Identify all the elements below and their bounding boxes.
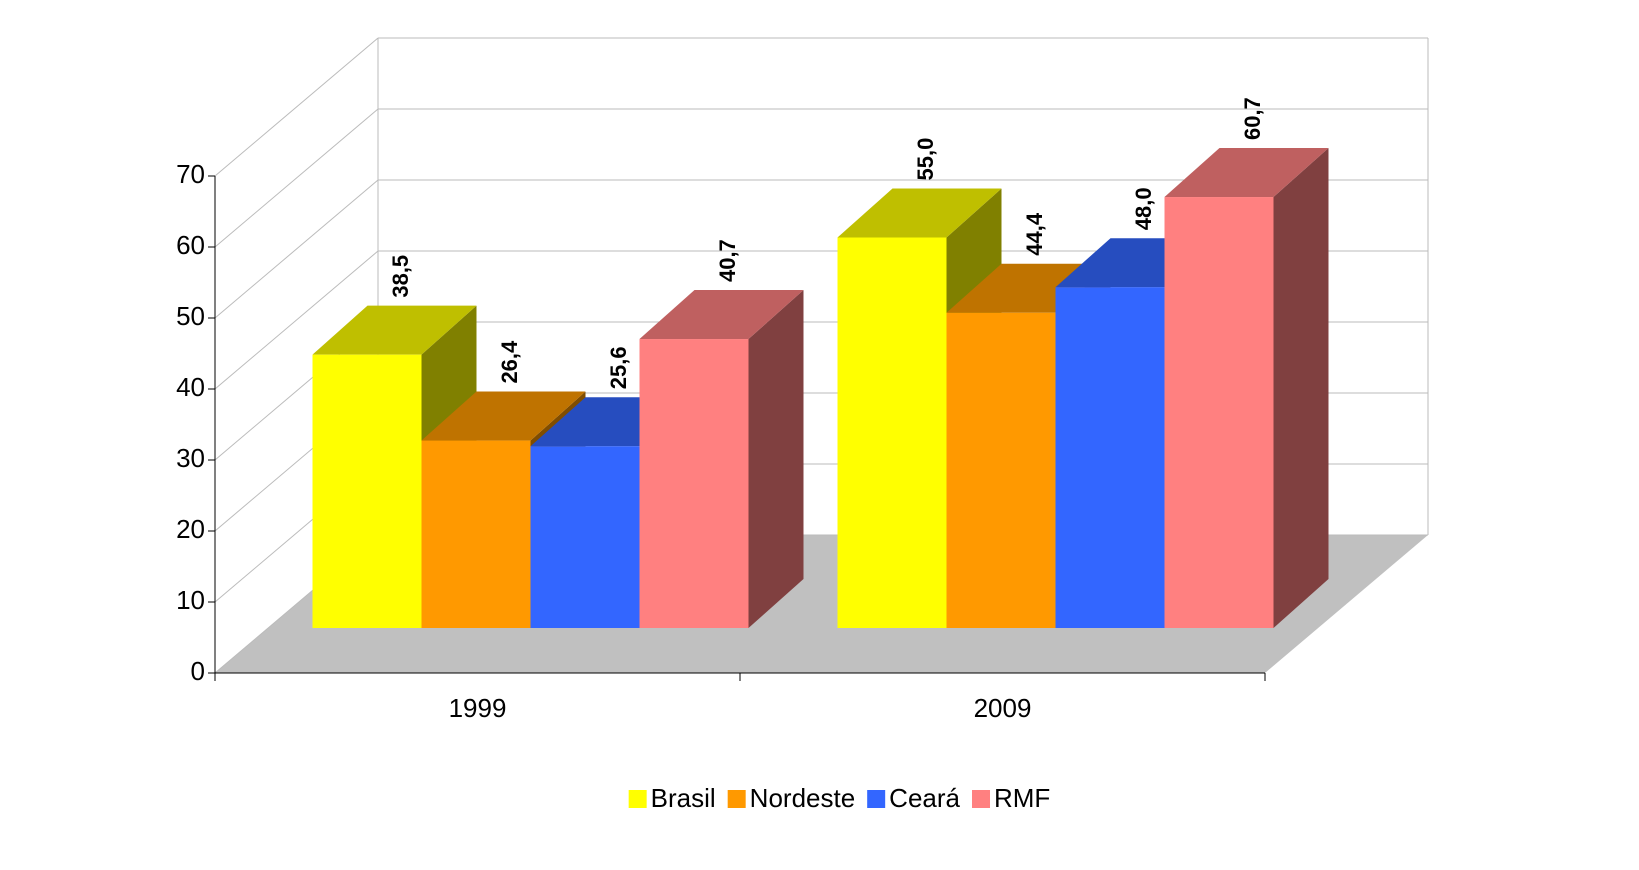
bar-front	[312, 354, 422, 628]
bar-front	[946, 312, 1056, 628]
legend-label: Ceará	[889, 783, 960, 813]
y-tick-label: 0	[191, 656, 205, 686]
value-label: 44,4	[1022, 212, 1047, 256]
bar-front	[639, 339, 749, 628]
x-tick-label: 1999	[449, 693, 507, 723]
y-tick-label: 10	[176, 585, 205, 615]
bar-top	[837, 188, 1002, 238]
legend-swatch	[867, 790, 886, 808]
bar-front	[421, 440, 531, 628]
value-label: 48,0	[1131, 187, 1156, 230]
legend-swatch	[727, 790, 746, 808]
bar-top	[312, 305, 477, 355]
bar-front	[530, 446, 640, 628]
value-label: 55,0	[913, 138, 938, 181]
value-label: 60,7	[1240, 97, 1265, 140]
bar	[639, 290, 804, 628]
grid-line	[214, 37, 379, 177]
bar	[1164, 148, 1329, 628]
grid-line	[214, 108, 379, 248]
y-tick-label: 70	[176, 159, 205, 189]
y-tick-label: 60	[176, 230, 205, 260]
value-label: 25,6	[606, 346, 631, 389]
value-label: 26,4	[497, 340, 522, 384]
legend-label: Nordeste	[750, 783, 856, 813]
bar-top	[1164, 148, 1329, 198]
legend-label: RMF	[994, 783, 1050, 813]
legend-label: Brasil	[651, 783, 716, 813]
x-tick-label: 2009	[974, 693, 1032, 723]
bar-top	[639, 290, 804, 340]
y-tick-label: 40	[176, 372, 205, 402]
legend-swatch	[628, 790, 647, 808]
bar-side	[748, 290, 804, 628]
grid-line	[214, 179, 379, 319]
value-label: 40,7	[715, 239, 740, 282]
bar-top	[421, 391, 586, 441]
bar-front	[1055, 287, 1165, 628]
y-tick-label: 20	[176, 514, 205, 544]
grid-line	[214, 250, 379, 390]
bar-front	[1164, 197, 1274, 628]
value-label: 38,5	[388, 255, 413, 298]
bar-front	[837, 237, 947, 628]
y-tick-label: 30	[176, 443, 205, 473]
legend-swatch	[972, 790, 991, 808]
y-tick-label: 50	[176, 301, 205, 331]
bar-side	[1273, 148, 1329, 628]
